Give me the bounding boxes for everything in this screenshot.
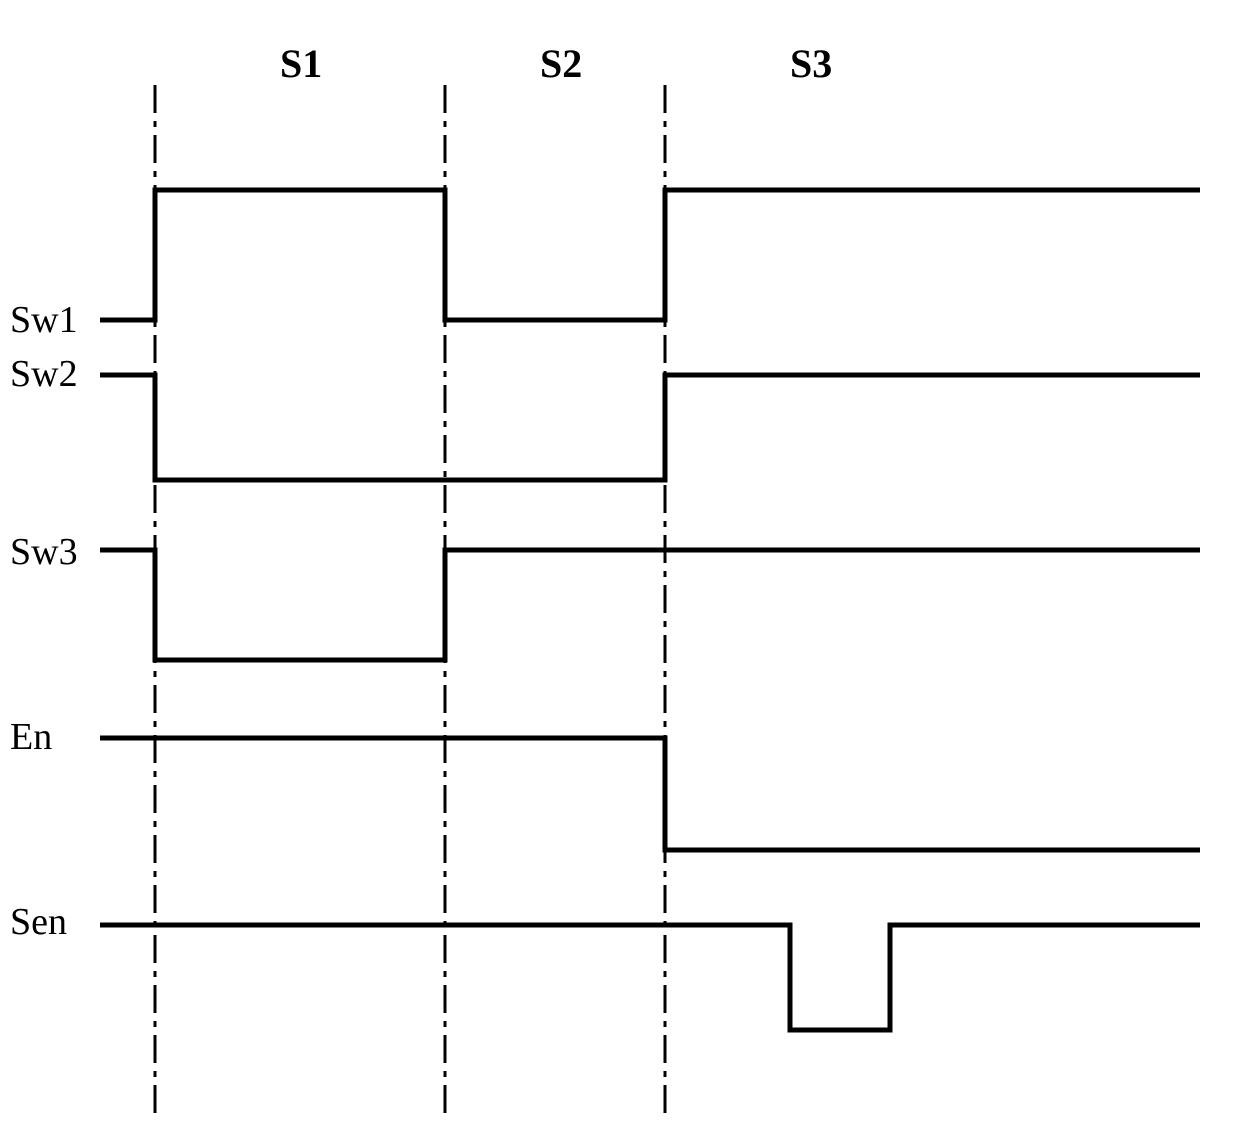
timing-diagram: S1 S2 S3 Sw1 Sw2 Sw3 En Sen <box>0 0 1240 1135</box>
timing-svg <box>0 0 1240 1135</box>
